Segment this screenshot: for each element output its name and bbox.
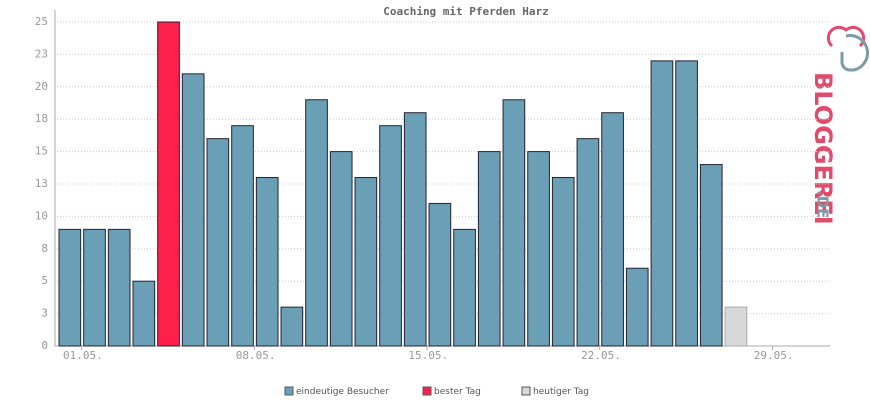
bar (354, 177, 378, 347)
x-tick-label: 08.05. (236, 349, 276, 362)
bar (650, 60, 674, 347)
y-tick-label: 10 (35, 209, 48, 222)
bar (675, 60, 698, 347)
bar (477, 151, 501, 347)
bar (107, 228, 131, 347)
y-tick-label: 25 (35, 15, 48, 28)
y-tick-label: 18 (35, 112, 48, 125)
y-tick-label: 5 (41, 274, 48, 287)
bar (453, 228, 476, 347)
bar (280, 306, 304, 347)
y-tick-label: 23 (35, 47, 48, 60)
bar (83, 228, 106, 347)
bar (724, 306, 748, 347)
y-tick-label: 8 (41, 242, 48, 255)
y-tick-label: 20 (35, 80, 48, 93)
x-tick-label: 15.05. (408, 349, 448, 362)
bar (527, 151, 550, 347)
bar (576, 138, 600, 347)
bar (157, 21, 180, 347)
y-tick-label: 15 (35, 145, 48, 158)
logo-icon (826, 25, 866, 48)
bar (305, 99, 328, 347)
legend-label: eindeutige Besucher (296, 387, 389, 397)
bar (428, 202, 452, 347)
chart-title: Coaching mit Pferden Harz (383, 5, 549, 18)
logo-suffix: .DE (814, 190, 832, 218)
logo-text: BLOGGEREI (809, 72, 837, 225)
legend-label: heutiger Tag (533, 387, 589, 397)
bar (58, 228, 82, 347)
x-tick-label: 22.05. (581, 349, 621, 362)
logo: BLOGGEREI .DE (809, 25, 869, 225)
x-tick-label: 01.05. (63, 349, 103, 362)
bar (625, 267, 649, 347)
bar (206, 138, 230, 347)
bar (379, 125, 402, 347)
bar (132, 280, 156, 347)
bar (699, 164, 723, 347)
legend-label: bester Tag (434, 387, 481, 397)
legend-swatch (422, 386, 432, 396)
bar (231, 125, 254, 347)
legend-swatch (521, 386, 531, 396)
x-tick-label: 29.05. (754, 349, 794, 362)
y-tick-label: 3 (41, 307, 48, 320)
legend-swatch (284, 386, 294, 396)
y-tick-label: 13 (35, 177, 48, 190)
y-tick-label: 0 (41, 339, 48, 352)
bar (181, 73, 205, 347)
bar (329, 151, 353, 347)
bar (601, 112, 624, 347)
bar (403, 112, 427, 347)
bar (255, 177, 279, 347)
logo-icon (840, 34, 869, 72)
bar (502, 99, 526, 347)
bar (551, 177, 575, 347)
